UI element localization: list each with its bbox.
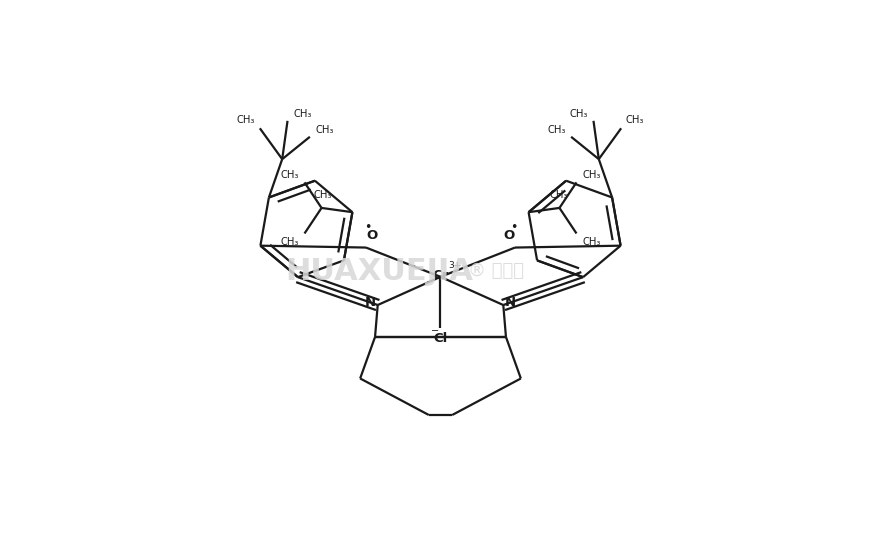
Text: N: N (505, 296, 516, 309)
Text: •: • (510, 221, 517, 234)
Text: −: − (431, 326, 440, 336)
Text: HUAXUEJIA: HUAXUEJIA (285, 257, 473, 286)
Text: CH₃: CH₃ (626, 115, 644, 125)
Text: Cr: Cr (433, 269, 448, 282)
Text: •: • (364, 221, 371, 234)
Text: CH₃: CH₃ (280, 170, 299, 180)
Text: CH₃: CH₃ (582, 237, 601, 247)
Text: CH₃: CH₃ (315, 125, 334, 135)
Text: CH₃: CH₃ (314, 190, 332, 200)
Text: CH₃: CH₃ (547, 125, 566, 135)
Text: CH₃: CH₃ (237, 115, 255, 125)
Text: Cl: Cl (433, 332, 448, 344)
Text: CH₃: CH₃ (569, 110, 588, 119)
Text: CH₃: CH₃ (280, 237, 299, 247)
Text: N: N (365, 296, 376, 309)
Text: CH₃: CH₃ (293, 110, 312, 119)
Text: CH₃: CH₃ (549, 190, 567, 200)
Text: CH₃: CH₃ (582, 170, 601, 180)
Text: O: O (503, 229, 515, 242)
Text: 3+: 3+ (448, 261, 462, 270)
Text: O: O (366, 229, 378, 242)
Text: ® 化学加: ® 化学加 (469, 262, 524, 281)
